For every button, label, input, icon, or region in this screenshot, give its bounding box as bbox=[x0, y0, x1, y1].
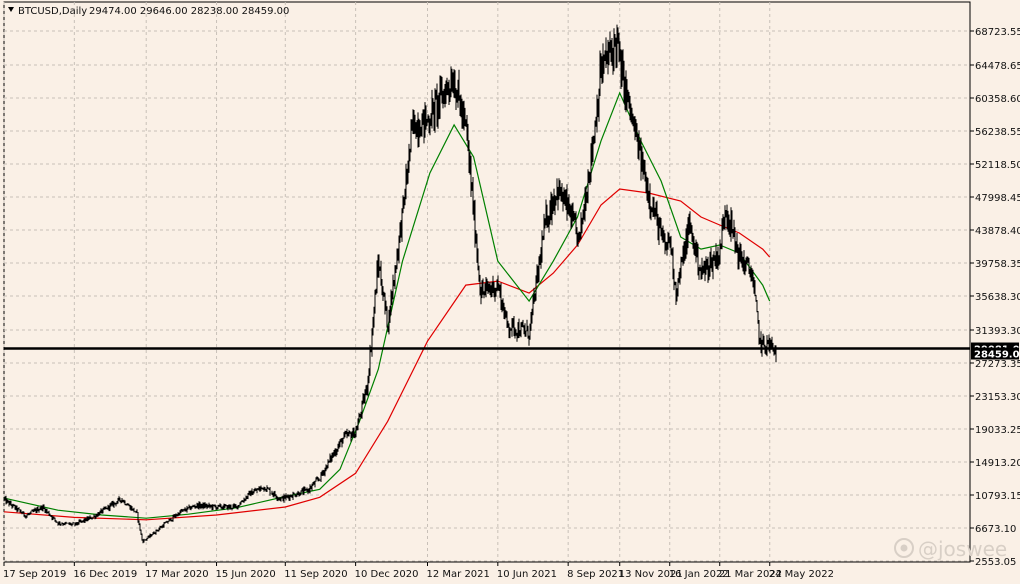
y-tick-label: 56238.55 bbox=[975, 127, 1020, 138]
y-tick-label: 2553.05 bbox=[975, 557, 1016, 568]
y-tick-label: 27273.35 bbox=[975, 359, 1020, 370]
watermark-text: @joswee bbox=[918, 537, 1007, 561]
x-tick-label: 12 Mar 2021 bbox=[427, 569, 490, 580]
plot-area-border bbox=[3, 1, 971, 563]
price-badge-label: 28459.00 bbox=[974, 350, 1020, 361]
ma-slow-line bbox=[3, 188, 771, 521]
x-tick-label: 13 Nov 2021 bbox=[619, 569, 683, 580]
x-tick-label: 16 Jan 2022 bbox=[669, 569, 729, 580]
price-badges: 29081.0528459.00 bbox=[971, 342, 1020, 361]
y-tick-label: 19033.25 bbox=[975, 425, 1020, 436]
x-tick-label: 15 Jun 2020 bbox=[216, 569, 276, 580]
header: BTCUSD,Daily 29474.00 29646.00 28238.00 … bbox=[8, 6, 289, 17]
y-tick-label: 6673.10 bbox=[975, 524, 1016, 535]
price-candles bbox=[3, 24, 777, 544]
x-tick-label: 11 Sep 2020 bbox=[284, 569, 347, 580]
ma-slow-polyline bbox=[3, 188, 771, 521]
price-axis[interactable]: 68723.55 64478.65 60358.60 56238.55 52118.50… bbox=[970, 27, 1020, 568]
x-tick-label: 16 Dec 2019 bbox=[73, 569, 137, 580]
y-tick-label: 47998.45 bbox=[975, 193, 1020, 204]
y-tick-label: 68723.55 bbox=[975, 27, 1020, 38]
y-tick-label: 64478.65 bbox=[975, 61, 1020, 72]
x-tick-label: 10 Dec 2020 bbox=[355, 569, 419, 580]
x-tick-label: 17 Sep 2019 bbox=[3, 569, 66, 580]
y-tick-label: 39758.35 bbox=[975, 259, 1020, 270]
watermark-logo-icon bbox=[894, 538, 914, 558]
ohlc-values: 29474.00 29646.00 28238.00 28459.00 bbox=[89, 6, 289, 17]
y-tick-label: 52118.50 bbox=[975, 160, 1020, 171]
y-tick-label: 43878.40 bbox=[975, 226, 1020, 237]
y-tick-label: 35638.30 bbox=[975, 292, 1020, 303]
collapse-arrow-icon[interactable] bbox=[8, 7, 14, 12]
price-bars bbox=[3, 24, 777, 544]
x-tick-label: 24 May 2022 bbox=[769, 569, 834, 580]
grid bbox=[3, 2, 970, 562]
y-tick-label: 10793.15 bbox=[975, 491, 1020, 502]
y-tick-label: 23153.30 bbox=[975, 392, 1020, 403]
symbol-timeframe: BTCUSD,Daily bbox=[18, 6, 87, 17]
price-badge bbox=[971, 347, 1019, 360]
watermark: @joswee bbox=[894, 537, 1007, 561]
time-axis[interactable]: 17 Sep 2019 16 Dec 2019 17 Mar 2020 15 Jun … bbox=[3, 562, 834, 580]
y-tick-label: 14913.20 bbox=[975, 458, 1020, 469]
x-tick-label: 10 Jun 2021 bbox=[497, 569, 557, 580]
x-tick-label: 21 Mar 2022 bbox=[719, 569, 782, 580]
x-tick-label: 17 Mar 2020 bbox=[145, 569, 208, 580]
x-tick-label: 8 Sep 2021 bbox=[567, 569, 624, 580]
y-tick-label: 31393.30 bbox=[975, 326, 1020, 337]
y-tick-label: 60358.60 bbox=[975, 94, 1020, 105]
